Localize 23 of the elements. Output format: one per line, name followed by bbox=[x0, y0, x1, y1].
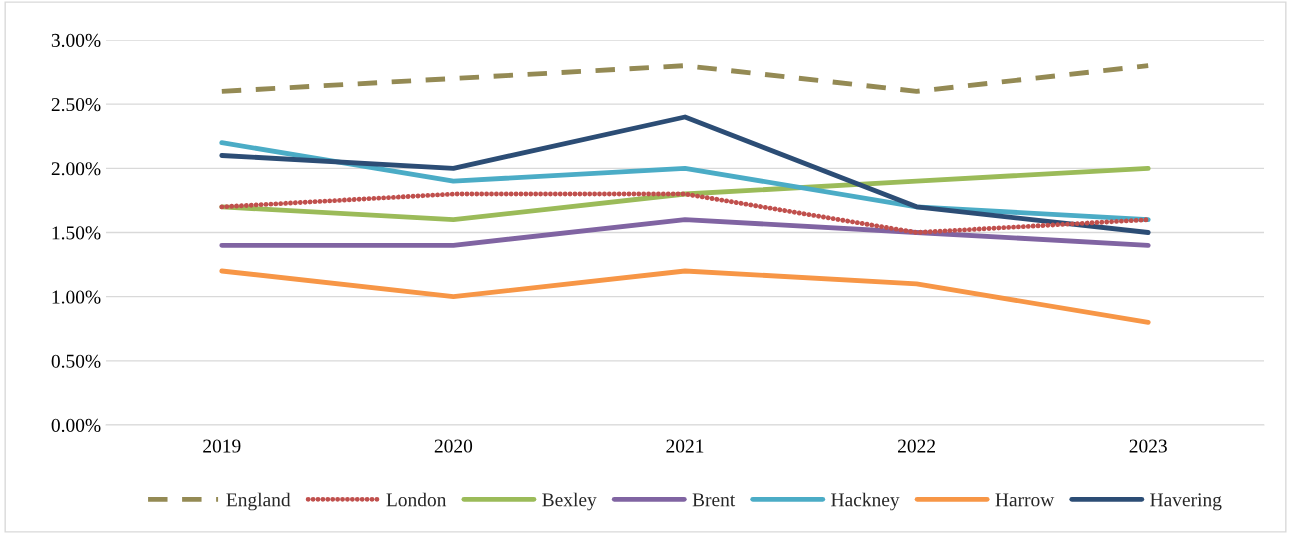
legend-label: England bbox=[226, 492, 291, 511]
legend-label: London bbox=[386, 492, 447, 507]
legend-label: Brent bbox=[692, 493, 736, 507]
y-tick-label: 2.00% bbox=[51, 162, 101, 176]
legend-label: Hackney bbox=[831, 492, 900, 511]
legend-label: Havering bbox=[1150, 493, 1222, 511]
x-tick-label: 2023 bbox=[1129, 439, 1167, 453]
y-tick-label: 1.00% bbox=[52, 290, 101, 304]
x-tick-label: 2020 bbox=[434, 439, 473, 453]
line-series bbox=[219, 191, 1151, 235]
x-tick-label: 2021 bbox=[666, 439, 704, 453]
y-tick-label: 0.50% bbox=[51, 354, 101, 368]
line-series bbox=[219, 114, 1151, 235]
y-tick-label: 3.00% bbox=[51, 33, 101, 48]
y-tick-label: 2.50% bbox=[51, 97, 101, 112]
y-tick-label: 1.50% bbox=[52, 226, 101, 240]
legend-label: Bexley bbox=[542, 492, 597, 511]
y-tick-label: 0.00% bbox=[51, 418, 101, 433]
line-series bbox=[219, 165, 1151, 223]
legend-label: Harrow bbox=[995, 493, 1055, 507]
line-series bbox=[219, 268, 1151, 325]
x-tick-label: 2022 bbox=[898, 439, 935, 453]
x-tick-label: 2019 bbox=[203, 439, 241, 453]
